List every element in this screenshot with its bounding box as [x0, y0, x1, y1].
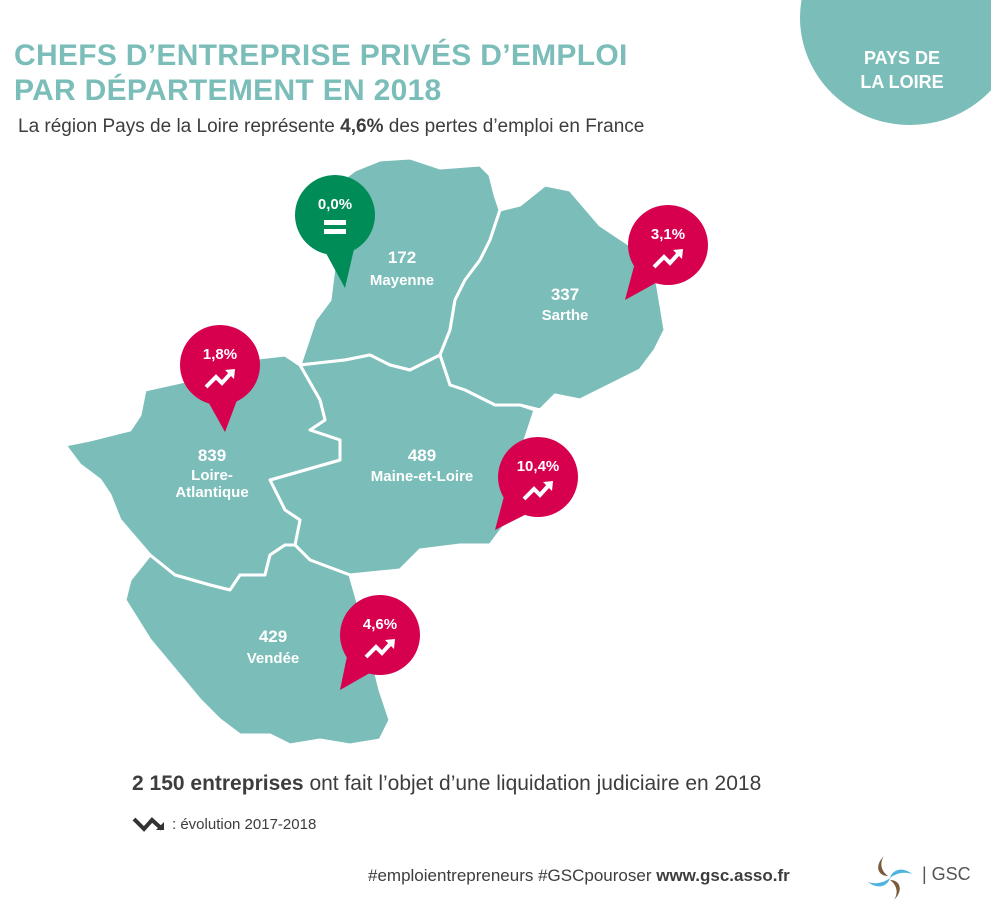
trend-down-icon [132, 817, 164, 832]
summary-count: 2 150 entreprises [132, 772, 304, 795]
gsc-logo [868, 856, 912, 900]
bubble-circle [180, 325, 260, 405]
loire-atlantique-name-1: Loire- [191, 467, 233, 484]
maine-et-loire-count: 489 [408, 446, 436, 465]
evolution-bubble: 0,0% [295, 175, 375, 288]
bubble-circle [295, 175, 375, 255]
subtitle: La région Pays de la Loire représente 4,… [18, 116, 644, 138]
sarthe-name: Sarthe [542, 307, 589, 324]
bubble-tail [209, 401, 237, 432]
website-link[interactable]: www.gsc.asso.fr [656, 866, 790, 885]
loire-atlantique-name-2: Atlantique [175, 484, 248, 501]
vendee-name: Vendée [247, 650, 300, 667]
loire-atlantique-count: 839 [198, 446, 226, 465]
evolution-value: 3,1% [651, 226, 685, 243]
subtitle-text: La région Pays de la Loire représente [18, 116, 341, 137]
bubble-circle [340, 595, 420, 675]
mayenne-count: 172 [388, 248, 416, 267]
legend-text: : évolution 2017-2018 [172, 815, 317, 833]
evolution-value: 10,4% [517, 458, 560, 475]
bubble-tail [340, 657, 369, 690]
bubble-tail [625, 266, 656, 300]
summary: 2 150 entreprises ont fait l’objet d’une… [132, 772, 761, 796]
subtitle-share: 4,6% [340, 116, 384, 137]
dept-sarthe [438, 183, 667, 412]
trend-up-icon [364, 639, 395, 659]
bubble-tail [495, 497, 525, 530]
legend: : évolution 2017-2018 [132, 815, 316, 833]
hashtags: #emploientrepreneurs #GSCpouroser [368, 866, 657, 885]
maine-et-loire-name: Maine-et-Loire [371, 468, 474, 485]
region-line2: LA LOIRE [860, 72, 944, 92]
mayenne-name: Mayenne [370, 272, 434, 289]
bubble-circle [628, 205, 708, 285]
trend-up-icon [204, 369, 235, 389]
region-line1: PAYS DE [863, 48, 941, 68]
sarthe-count: 337 [551, 285, 579, 304]
page-title: CHEFS D’ENTREPRISE PRIVÉS D’EMPLOI PAR DÉ… [14, 38, 628, 108]
footer: #emploientrepreneurs #GSCpouroser www.gs… [368, 866, 790, 886]
title-line2: PAR DÉPARTEMENT EN 2018 [14, 74, 442, 107]
trend-up-icon [522, 481, 553, 501]
brand-name: | GSC [922, 864, 971, 884]
vendee-count: 429 [259, 627, 287, 646]
evolution-value: 4,6% [363, 616, 397, 633]
evolution-bubble: 3,1% [625, 205, 708, 300]
summary-text: ont fait l’objet d’une liquidation judic… [303, 772, 762, 795]
evolution-bubble: 1,8% [180, 325, 260, 432]
title-line1: CHEFS D’ENTREPRISE PRIVÉS D’EMPLOI [14, 39, 628, 72]
subtitle-text-end: des pertes d’emploi en France [383, 116, 645, 137]
region-name: PAYS DE LA LOIRE [842, 46, 962, 94]
evolution-value: 1,8% [203, 346, 237, 363]
evolution-value: 0,0% [318, 196, 352, 213]
bubble-tail [326, 250, 354, 288]
equal-icon [324, 220, 346, 234]
evolution-bubble: 10,4% [495, 437, 578, 530]
dept-vendee [123, 543, 392, 747]
bubble-circle [498, 437, 578, 517]
evolution-bubble: 4,6% [340, 595, 420, 690]
trend-up-icon [652, 249, 683, 269]
